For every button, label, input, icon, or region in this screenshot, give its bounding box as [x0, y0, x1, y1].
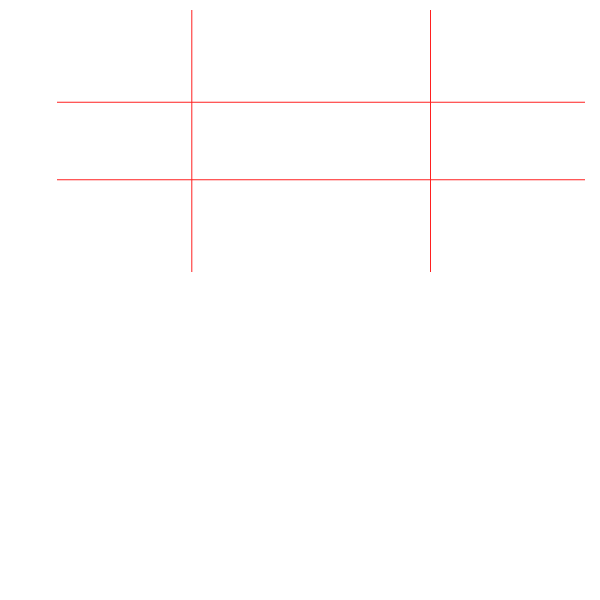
flare-zoom-panel-plot-area: [57, 10, 585, 272]
flare-zoom-panel-reference-lines: [57, 10, 585, 272]
flare-zoom-panel: [57, 10, 585, 272]
